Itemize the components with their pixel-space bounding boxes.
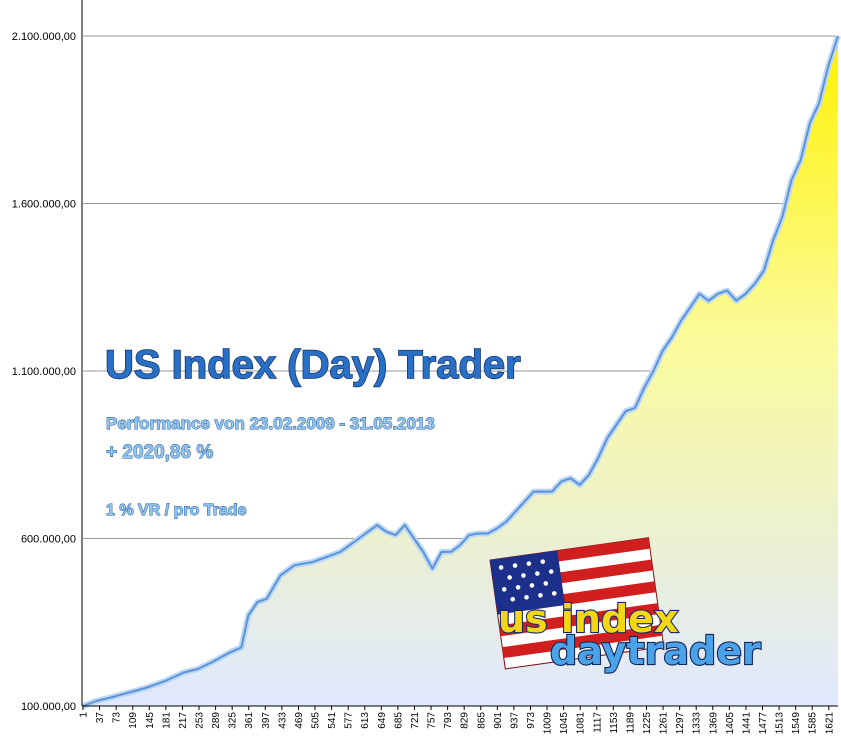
series-line [82, 35, 839, 707]
x-tick-label: 793 [443, 712, 454, 729]
x-tick-label: 397 [261, 712, 272, 729]
x-tick-label: 1081 [576, 712, 587, 735]
x-tick-label: 613 [360, 712, 371, 729]
x-tick-labels: 1 37 73 109 145 181 217 253 289 325 361 397 433 469 50… [79, 706, 835, 735]
x-tick-label: 721 [410, 712, 421, 729]
x-tick-label: 1585 [808, 712, 819, 735]
x-tick-label: 37 [95, 712, 106, 724]
x-tick-label: 1333 [692, 712, 703, 735]
x-tick-label: 325 [228, 712, 239, 729]
x-tick-label: 901 [493, 712, 504, 729]
x-tick-label: 361 [244, 712, 255, 729]
x-tick-label: 1 [79, 712, 90, 718]
x-tick-label: 1117 [592, 712, 603, 733]
x-tick-label: 505 [311, 712, 322, 729]
x-tick-label: 109 [128, 712, 139, 729]
y-tick-label: 2.100.000,00 [12, 31, 76, 43]
x-tick-label: 1153 [609, 712, 620, 734]
x-tick-label: 1513 [775, 712, 786, 735]
axes [81, 0, 838, 707]
x-tick-label: 253 [195, 712, 206, 729]
x-tick-label: 433 [277, 712, 288, 729]
x-tick-label: 1297 [675, 712, 686, 735]
x-tick-label: 289 [211, 712, 222, 729]
chart-title: US Index (Day) Trader [105, 343, 521, 387]
x-tick-label: 1405 [725, 712, 736, 735]
performance-annotation: Performance von 23.02.2009 - 31.05.2013 [106, 414, 435, 433]
logo-text-line2: daytrader [550, 629, 761, 673]
x-tick-label: 1477 [758, 712, 769, 735]
x-tick-label: 73 [112, 712, 123, 724]
x-tick-label: 937 [509, 712, 520, 729]
x-tick-label: 1225 [642, 712, 653, 735]
x-tick-label: 1441 [741, 712, 752, 735]
x-tick-label: 685 [393, 712, 404, 729]
x-tick-label: 829 [460, 712, 471, 729]
gain-annotation: + 2020,86 % [106, 442, 213, 463]
series-area [83, 36, 838, 706]
x-tick-label: 217 [178, 712, 189, 729]
x-tick-label: 757 [427, 712, 438, 729]
x-tick-label: 865 [476, 712, 487, 729]
x-tick-label: 541 [327, 712, 338, 729]
y-tick-label: 100.000,00 [21, 701, 76, 713]
x-tick-label: 1009 [543, 712, 554, 735]
x-tick-label: 1045 [559, 712, 570, 735]
x-tick-label: 1549 [791, 712, 802, 735]
x-tick-label: 469 [294, 712, 305, 729]
y-tick-label: 1.600.000,00 [12, 199, 76, 211]
x-tick-label: 1189 [625, 712, 636, 734]
x-tick-label: 649 [377, 712, 388, 729]
logo-text-line1: us index [498, 597, 678, 641]
x-tick-label: 1621 [824, 712, 835, 735]
y-tick-label: 1.100.000,00 [12, 366, 76, 378]
x-tick-label: 181 [161, 712, 172, 729]
x-tick-label: 1261 [659, 712, 670, 735]
x-tick-label: 145 [145, 712, 156, 729]
risk-annotation: 1 % VR / pro Trade [106, 502, 247, 519]
x-tick-label: 577 [344, 712, 355, 729]
us-flag-icon [489, 537, 665, 670]
us-index-daytrader-logo: us index daytrader [489, 537, 762, 674]
y-tick-label: 600.000,00 [21, 534, 76, 546]
x-tick-label: 1369 [708, 712, 719, 735]
y-tick-labels: 100.000,00 600.000,00 1.100.000,00 1.600.00… [12, 31, 76, 713]
x-tick-label: 973 [526, 712, 537, 729]
